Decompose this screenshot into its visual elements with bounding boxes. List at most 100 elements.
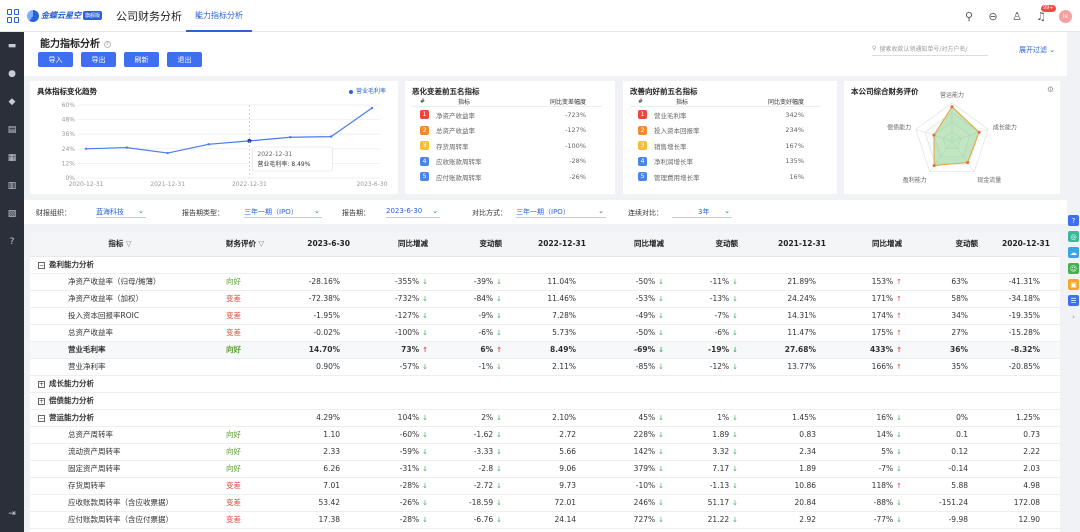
continuous-select[interactable]: 3年 ⌄ [672,207,732,218]
column-header[interactable]: 同比增减 [360,232,438,257]
data-point[interactable] [207,143,210,146]
table-row[interactable]: 营业毛利率 向好 14.70% 73% ↑ 6% ↑ 8.49% -69% ↓ -19% ↓ 27.68… [30,341,1060,359]
export-button[interactable]: 导出 [81,52,116,67]
search-icon[interactable]: ⚲ [964,9,974,23]
collapse-sidebar-icon[interactable]: ⇥ [8,509,16,519]
help-icon[interactable]: ? [9,237,15,247]
radar-point[interactable] [950,105,954,109]
data-point[interactable] [125,146,129,149]
column-header[interactable]: 2021-12-31 [748,232,836,257]
group-row[interactable]: + 偿债能力分析 [30,392,1060,410]
data-point[interactable] [247,138,252,143]
expand-toggle-icon[interactable]: − [38,414,45,422]
rank-row[interactable]: 2 总资产收益率 -127% [412,123,602,139]
table-row[interactable]: 净资产收益率（加权） 变差 -72.38% -732% ↓ -84% ↓ 11.46% -53%… [30,290,1060,308]
chevron-down-icon[interactable]: ⌄ [196,10,204,21]
data-point[interactable] [329,135,333,138]
import-button[interactable]: 导入 [38,52,73,67]
rank-row[interactable]: 2 投入资本回报率 234% [630,123,820,139]
data-point[interactable] [166,151,169,155]
refresh-button[interactable]: 刷新 [124,52,159,67]
radar-point[interactable] [932,133,936,137]
brand-logo[interactable]: 金蝶云星空 旗舰版 [27,9,103,22]
table-row[interactable]: 营业净利率 0.90% -57% ↓ -1% ↓ 2.11% -85% ↓ -12% ↓ 13.77%… [30,358,1060,376]
circle-icon[interactable]: ● [8,69,16,79]
chart-legend[interactable]: 营业毛利率 [349,86,386,95]
table-cell: 2.33 [280,443,360,461]
filter-icon[interactable]: ▽ [256,239,265,249]
rank-row[interactable]: 4 净利润增长率 135% [630,154,820,170]
compare-select[interactable]: 三年一期（IPO） ⌄ [516,207,606,218]
tab-ability-analysis[interactable]: 能力指标分析 [186,0,252,32]
table-row[interactable]: 应付账款周转率（含应付票据） 变差 17.38 -28% ↓ -6.76 ↓ 24.14 727… [30,511,1060,529]
apps-grid-icon[interactable] [7,8,21,23]
indicator-name: 净资产收益率（加权） [68,294,143,303]
rank-row[interactable]: 5 应付账款周转率 -26% [412,169,602,185]
help-icon[interactable]: ? [1068,215,1079,226]
org-select[interactable]: 蓝海科技 ⌄ [96,207,146,218]
column-header[interactable]: 2022-12-31 [512,232,596,257]
exit-button[interactable]: 退出 [167,52,202,67]
clipboard-icon[interactable]: ▥ [7,181,17,191]
table-row[interactable]: 净资产收益率（归母/摊薄） 向好 -28.16% -355% ↓ -39% ↓ 11.04% -… [30,273,1060,291]
chat-icon[interactable]: ◎ [1068,231,1079,242]
list-icon[interactable]: ▦ [7,153,17,163]
column-header[interactable]: 同比增减 [836,232,912,257]
table-row[interactable]: 总资产收益率 变差 -0.02% -100% ↓ -6% ↓ 5.73% -50% ↓ -6% ↓ 11… [30,324,1060,342]
data-point[interactable] [289,136,292,139]
table-row[interactable]: 流动资产周转率 向好 2.33 -59% ↓ -3.33 ↓ 5.66 142% ↓ 3.32 ↓ 2.… [30,443,1060,461]
help-icon[interactable]: ? [104,40,111,48]
table-row[interactable]: 存货周转率 变差 7.01 -28% ↓ -2.72 ↓ 9.73 -10% ↓ -1.13 ↓ 10.… [30,477,1060,495]
document-icon[interactable]: ▤ [7,125,17,135]
cloud-icon[interactable]: ☁ [1068,247,1079,258]
filter-icon[interactable]: ▽ [123,239,132,249]
search-input[interactable]: ⚲ 搜索收款认领通知单号/对方户名/ [872,42,988,56]
rank-row[interactable]: 1 营业毛利率 342% [630,107,820,123]
rank-row[interactable]: 4 应收账款周转率 -28% [412,154,602,170]
radar-point[interactable] [977,130,981,134]
group-row[interactable]: − 盈利能力分析 [30,256,1060,274]
data-point[interactable] [84,147,88,150]
robot-icon[interactable]: ☺ [1068,263,1079,274]
chevron-right-icon[interactable]: › [1072,312,1075,321]
table-row[interactable]: 投入资本回报率ROIC 变差 -1.95% -127% ↓ -9% ↓ 7.28% -49% ↓ -… [30,307,1060,325]
period-type-select[interactable]: 三年一期（IPO） ⌄ [244,207,322,218]
rank-row[interactable]: 5 管理费用增长率 16% [630,169,820,185]
column-header[interactable]: 2023-6-30 [280,232,360,257]
user-icon[interactable]: ♙ [1012,9,1022,23]
column-header[interactable]: 财务评价 ▽ [220,232,280,257]
cube-icon[interactable]: ◆ [8,97,16,107]
radar-point[interactable] [932,164,936,168]
radar-point[interactable] [966,161,970,165]
table-row[interactable]: 应收账款周转率（含应收票据） 变差 53.42 -26% ↓ -18.59 ↓ 72.01 24… [30,494,1060,512]
data-point[interactable] [370,106,374,110]
expand-toggle-icon[interactable]: − [38,261,45,269]
group-row[interactable]: − 营运能力分析 4.29% 104% ↓ 2% ↓ 2.10% 45% ↓ 1% ↓ 1.45% 16%… [30,409,1060,427]
report-icon[interactable]: ▧ [7,209,17,219]
list-icon[interactable]: ☰ [1068,295,1079,306]
cart-icon[interactable]: ▣ [1068,279,1079,290]
expand-toggle-icon[interactable]: + [38,397,45,405]
group-row[interactable]: + 成长能力分析 [30,375,1060,393]
message-icon[interactable]: ⊖ [988,9,998,23]
message-icon[interactable]: ▬ [7,41,17,51]
column-header[interactable]: 变动额 [674,232,748,257]
expand-toggle-icon[interactable]: + [38,380,45,388]
cell-value: -0.14 [948,464,968,473]
rank-row[interactable]: 1 净资产收益率 -723% [412,107,602,123]
rank-change-value: -127% [565,126,586,135]
column-header[interactable]: 同比增减 [596,232,674,257]
rank-row[interactable]: 3 销售增长率 167% [630,138,820,154]
table-row[interactable]: 总资产周转率 向好 1.10 -60% ↓ -1.62 ↓ 2.72 228% ↓ 1.89 ↓ 0.8… [30,426,1060,444]
period-select[interactable]: 2023-6-30 ⌄ [386,207,440,218]
column-header[interactable]: 2020-12-31 [988,232,1060,257]
settings-gear-icon[interactable]: ⚙ [1046,85,1054,94]
expand-filter-link[interactable]: 展开过滤 ⌄ [1019,45,1055,55]
column-header[interactable]: 指标 ▽ [30,232,220,257]
rank-row[interactable]: 3 存货周转率 -100% [412,138,602,154]
column-header[interactable]: 变动额 [438,232,512,257]
avatar[interactable]: ie [1059,9,1072,23]
column-header[interactable]: 变动额 [912,232,988,257]
table-row[interactable]: 固定资产周转率 向好 6.26 -31% ↓ -2.8 ↓ 9.06 379% ↓ 7.17 ↓ 1.8… [30,460,1060,478]
notification-bell-icon[interactable]: ♫ 99+ [1036,5,1056,23]
